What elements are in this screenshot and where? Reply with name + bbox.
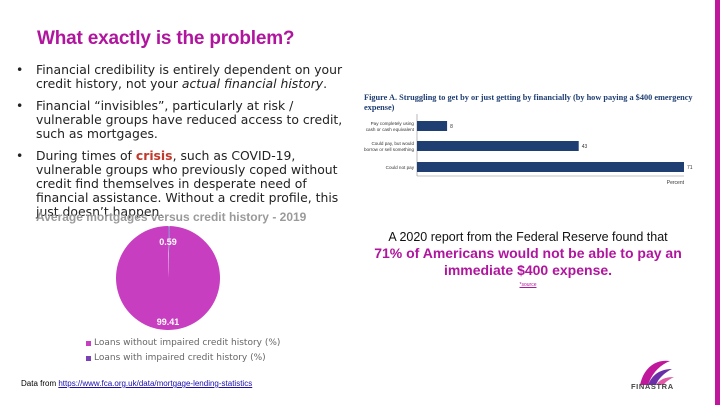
accent-side-bar: [715, 0, 720, 405]
bar-category-label: Pay completely using: [371, 121, 415, 126]
finastra-logo-icon: [640, 360, 674, 385]
bar-chart-title: Figure A. Struggling to get by or just g…: [364, 93, 693, 112]
logo-text: FINASTRA: [631, 382, 674, 391]
report-callout: A 2020 report from the Federal Reserve f…: [368, 230, 688, 288]
bar-value-label: 71: [687, 165, 693, 171]
bullet-list: • Financial credibility is entirely depe…: [16, 63, 348, 227]
report-highlight: 71% of Americans would not be able to pa…: [374, 245, 682, 278]
bar-category-label: borrow or sell something: [364, 147, 414, 152]
bullet-text-end: , such as COVID-19, vulnerable groups wh…: [36, 148, 339, 219]
bullet-text: During times of: [36, 148, 136, 163]
bullet-icon: •: [16, 148, 24, 163]
bullet-item: • Financial “invisibles”, particularly a…: [16, 99, 348, 141]
bullet-text: Financial “invisibles”, particularly at …: [36, 98, 343, 141]
bullet-highlight-crisis: crisis: [135, 148, 173, 163]
legend-swatch-icon: [86, 340, 91, 346]
bar: [417, 162, 684, 172]
bullet-text-end: .: [323, 76, 328, 91]
report-source-link[interactable]: *source: [519, 282, 537, 288]
bar-category-label: Could pay, but would: [371, 141, 414, 146]
bar-axis-label: Percent: [667, 180, 685, 186]
bullet-item: • During times of crisis, such as COVID-…: [16, 149, 348, 219]
slide-title: What exactly is the problem?: [37, 28, 295, 49]
bar: [417, 141, 579, 151]
bar: [417, 121, 448, 131]
legend-swatch-icon: [86, 355, 91, 361]
pie-chart: 0.59 99.41: [116, 225, 221, 330]
bar-value-label: 8: [450, 124, 453, 130]
legend-item: Loans without impaired credit history (%…: [86, 338, 280, 348]
report-intro: A 2020 report from the Federal Reserve f…: [388, 230, 668, 244]
footnote-prefix: Data from: [21, 379, 59, 388]
pie-legend: Loans without impaired credit history (%…: [86, 338, 280, 368]
bullet-icon: •: [16, 62, 24, 77]
legend-label: Loans with impaired credit history (%): [94, 353, 266, 363]
footnote-link[interactable]: https://www.fca.org.uk/data/mortgage-len…: [58, 379, 253, 388]
bullet-item: • Financial credibility is entirely depe…: [16, 63, 348, 91]
legend-label: Loans without impaired credit history (%…: [94, 338, 281, 348]
bar-category-label: cash or cash equivalent: [366, 127, 415, 132]
pie-slice: [116, 226, 221, 330]
bullet-emphasis: actual financial history: [181, 76, 324, 91]
pie-slice: [167, 225, 171, 279]
bullet-text: Financial credibility is entirely depend…: [36, 62, 343, 91]
pie-data-label: 0.59: [159, 237, 177, 247]
bullet-icon: •: [16, 98, 24, 113]
bar-category-label: Could not pay: [386, 165, 415, 170]
pie-chart-title: Average mortgages versus credit history …: [36, 210, 307, 224]
bar-value-label: 43: [582, 144, 588, 150]
footnote: Data from https://www.fca.org.uk/data/mo…: [21, 379, 252, 388]
legend-item: Loans with impaired credit history (%): [86, 353, 280, 363]
pie-data-label: 99.41: [157, 317, 180, 327]
